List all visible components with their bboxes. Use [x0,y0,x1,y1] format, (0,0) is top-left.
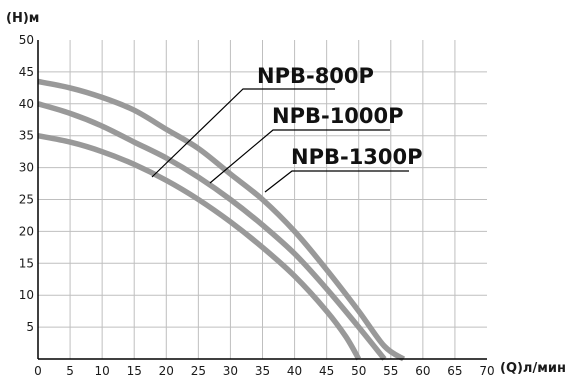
leader-line-npb-1300p [264,170,409,193]
y-tick-label: 15 [19,256,34,270]
y-tick-label: 30 [19,161,34,175]
y-tick-label: 45 [19,65,34,79]
series-label-npb-1000p: NPB-1000P [272,104,404,128]
x-tick-label: 25 [191,364,206,378]
x-tick-label: 35 [255,364,270,378]
y-tick-label: 5 [26,320,34,334]
series-line-npb-1000p [37,101,387,361]
y-axis-title: (Н)м [6,11,39,26]
x-tick-label: 60 [415,364,430,378]
x-tick-label: 65 [447,364,462,378]
x-tick-label: 40 [287,364,302,378]
x-tick-label: 30 [223,364,238,378]
x-tick-label: 15 [127,364,142,378]
x-tick-label: 55 [383,364,398,378]
x-tick-label: 45 [319,364,334,378]
series-label-npb-800p: NPB-800P [257,64,374,88]
series-labels: NPB-800P NPB-1000P NPB-1300P [257,64,423,169]
series-line-npb-800p [37,133,362,361]
x-axis-title: (Q)л/мин [500,361,566,376]
y-tick-label: 25 [19,193,34,207]
tick-labels: 5 10 15 20 25 30 35 40 45 50 0 5 10 15 20 25 30 35 40 45 50 5… [19,33,495,378]
y-tick-label: 40 [19,97,34,111]
x-tick-label: 50 [351,364,366,378]
x-tick-label: 5 [66,364,74,378]
y-tick-label: 10 [19,288,34,302]
series-label-npb-1300p: NPB-1300P [291,145,423,169]
x-tick-label: 0 [34,364,42,378]
y-tick-label: 50 [19,33,34,47]
label-leaders [151,88,409,193]
x-tick-label: 70 [479,364,494,378]
series-line-npb-1300p [37,78,406,362]
x-tick-label: 20 [159,364,174,378]
curves [37,78,406,362]
plot-frame [37,40,487,360]
x-tick-label: 10 [95,364,110,378]
y-tick-label: 20 [19,224,34,238]
y-tick-label: 35 [19,129,34,143]
leader-line-npb-1000p [209,129,390,184]
leader-line-npb-800p [151,88,335,178]
